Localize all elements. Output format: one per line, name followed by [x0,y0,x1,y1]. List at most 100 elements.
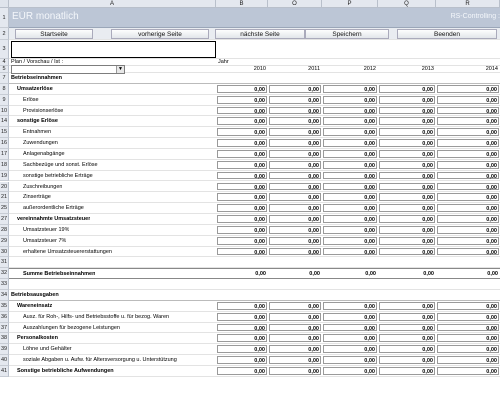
value-cell[interactable]: 0,00 [323,301,377,310]
value-cell[interactable]: 0,00 [379,366,435,375]
column-header-o[interactable]: O [268,0,322,8]
value-cell[interactable]: 0,00 [323,204,377,212]
row-header[interactable]: 14 [0,116,9,128]
value-cell[interactable]: 0,00 [217,128,267,136]
row-header[interactable]: 19 [0,170,9,182]
value-cell[interactable]: 0,00 [217,139,267,147]
value-cell[interactable]: 0,00 [437,171,499,180]
row-header[interactable]: 16 [0,138,9,149]
value-cell[interactable]: 0,00 [217,247,267,256]
value-cell[interactable]: 0,00 [379,149,435,158]
value-cell[interactable]: 0,00 [323,117,377,125]
row-header[interactable]: 34 [0,290,9,301]
value-cell[interactable]: 0,00 [323,323,377,332]
value-cell[interactable]: 0,00 [379,84,435,93]
value-cell[interactable]: 0,00 [269,270,321,277]
value-cell[interactable]: 0,00 [379,270,435,277]
value-cell[interactable]: 0,00 [269,312,321,321]
row-header[interactable]: 8 [0,83,9,95]
value-cell[interactable]: 0,00 [217,149,267,158]
value-cell[interactable]: 0,00 [379,323,435,332]
column-header-p[interactable]: P [322,0,378,8]
value-cell[interactable]: 0,00 [379,160,435,169]
value-cell[interactable]: 0,00 [217,117,267,125]
value-cell[interactable]: 0,00 [437,247,499,256]
quit-button[interactable]: Beenden [397,29,497,39]
value-cell[interactable]: 0,00 [217,356,267,364]
value-cell[interactable]: 0,00 [323,84,377,93]
value-cell[interactable]: 0,00 [217,270,267,277]
value-cell[interactable]: 0,00 [379,334,435,342]
value-cell[interactable]: 0,00 [437,356,499,364]
value-cell[interactable]: 0,00 [269,236,321,245]
value-cell[interactable]: 0,00 [217,301,267,310]
row-header[interactable]: 25 [0,203,9,215]
value-cell[interactable]: 0,00 [379,204,435,212]
value-cell[interactable]: 0,00 [379,247,435,256]
value-cell[interactable]: 0,00 [437,334,499,342]
row-header[interactable]: 20 [0,181,9,193]
value-cell[interactable]: 0,00 [269,95,321,104]
value-cell[interactable]: 0,00 [323,270,377,277]
row-header[interactable]: 17 [0,148,9,160]
row-header[interactable]: 5 [0,66,9,73]
row-header[interactable]: 15 [0,127,9,139]
row-header[interactable]: 36 [0,311,9,323]
value-cell[interactable]: 0,00 [437,270,499,277]
save-button[interactable]: Speichern [305,29,389,39]
row-header[interactable]: 28 [0,224,9,236]
value-cell[interactable]: 0,00 [437,193,499,201]
value-cell[interactable]: 0,00 [437,149,499,158]
value-cell[interactable]: 0,00 [269,182,321,191]
value-cell[interactable]: 0,00 [217,182,267,191]
value-cell[interactable]: 0,00 [437,139,499,147]
row-header[interactable]: 10 [0,105,9,117]
value-cell[interactable]: 0,00 [269,128,321,136]
value-cell[interactable]: 0,00 [217,204,267,212]
row-header[interactable]: 38 [0,333,9,345]
value-cell[interactable]: 0,00 [323,247,377,256]
row-header[interactable]: 7 [0,73,9,84]
value-cell[interactable]: 0,00 [323,345,377,353]
value-cell[interactable]: 0,00 [269,171,321,180]
value-cell[interactable]: 0,00 [323,149,377,158]
value-cell[interactable]: 0,00 [379,128,435,136]
row-header[interactable]: 9 [0,94,9,106]
value-cell[interactable]: 0,00 [217,106,267,115]
value-cell[interactable]: 0,00 [379,117,435,125]
value-cell[interactable]: 0,00 [437,160,499,169]
value-cell[interactable]: 0,00 [323,139,377,147]
row-header[interactable]: 2 [0,28,9,40]
column-header-a[interactable]: A [9,0,216,8]
value-cell[interactable]: 0,00 [379,193,435,201]
value-cell[interactable]: 0,00 [379,95,435,104]
column-header-b[interactable]: B [216,0,268,8]
row-header[interactable]: 21 [0,192,9,204]
row-header[interactable]: 41 [0,365,9,377]
value-cell[interactable]: 0,00 [269,301,321,310]
value-cell[interactable]: 0,00 [437,95,499,104]
value-cell[interactable]: 0,00 [323,106,377,115]
value-cell[interactable]: 0,00 [323,334,377,342]
value-cell[interactable]: 0,00 [217,160,267,169]
value-cell[interactable]: 0,00 [379,106,435,115]
filter-dropdown[interactable]: ▼ [11,65,125,74]
value-cell[interactable]: 0,00 [323,182,377,191]
value-cell[interactable]: 0,00 [379,171,435,180]
value-cell[interactable]: 0,00 [379,345,435,353]
row-header[interactable]: 27 [0,214,9,225]
row-header[interactable]: 39 [0,344,9,356]
row-header[interactable]: 35 [0,300,9,312]
value-cell[interactable]: 0,00 [379,356,435,364]
column-header-q[interactable]: Q [378,0,436,8]
value-cell[interactable]: 0,00 [437,312,499,321]
previous-page-button[interactable]: vorherige Seite [111,29,209,39]
value-cell[interactable]: 0,00 [437,236,499,245]
value-cell[interactable]: 0,00 [437,182,499,191]
value-cell[interactable]: 0,00 [379,139,435,147]
value-cell[interactable]: 0,00 [217,312,267,321]
value-cell[interactable]: 0,00 [379,236,435,245]
value-cell[interactable]: 0,00 [269,356,321,364]
value-cell[interactable]: 0,00 [269,84,321,93]
value-cell[interactable]: 0,00 [323,312,377,321]
